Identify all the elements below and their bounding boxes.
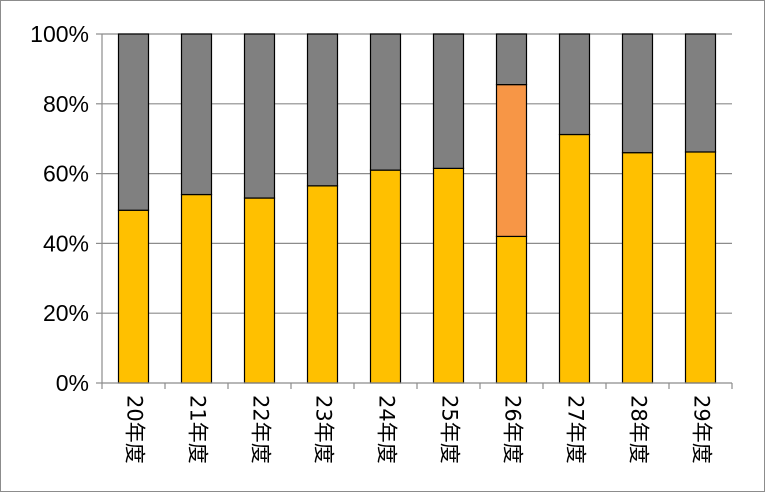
x-tick-label: 22年度 xyxy=(249,395,273,464)
x-tick-label: 24年度 xyxy=(375,395,399,464)
bar-segment xyxy=(432,167,465,384)
bar-segment xyxy=(369,33,402,171)
bar-segment xyxy=(306,33,339,187)
bar-segment xyxy=(684,33,717,153)
y-tick-label: 0% xyxy=(56,370,89,396)
bar-segment xyxy=(243,197,276,384)
bar-segment xyxy=(495,84,528,238)
bar-segment xyxy=(117,33,150,211)
bar-segment xyxy=(495,235,528,384)
x-tick-label: 29年度 xyxy=(690,395,714,464)
bar-segment xyxy=(558,133,591,384)
bar-segment xyxy=(558,33,591,136)
bar-segment xyxy=(432,33,465,169)
y-tick-label: 80% xyxy=(43,91,89,117)
bar-segment xyxy=(621,33,654,154)
x-tick-label: 23年度 xyxy=(312,395,336,464)
axes xyxy=(96,33,733,389)
x-tick-label: 27年度 xyxy=(564,395,588,464)
x-tick-label: 21年度 xyxy=(186,395,210,464)
bar-segment xyxy=(180,33,213,196)
x-tick-label: 25年度 xyxy=(438,395,462,464)
bar-segment xyxy=(495,33,528,86)
bar-segment xyxy=(621,152,654,384)
bar-segment xyxy=(243,33,276,199)
bar-segment xyxy=(684,151,717,384)
x-tick-labels: 20年度 21年度 22年度 23年度 24年度 25年度 26年度 27年度 28年度 29年度 xyxy=(123,395,714,464)
bar-segment xyxy=(117,209,150,384)
y-tick-label: 20% xyxy=(43,300,89,326)
bars xyxy=(117,33,717,384)
y-tick-label: 100% xyxy=(30,21,89,47)
y-tick-label: 60% xyxy=(43,161,89,187)
x-tick-label: 28年度 xyxy=(627,395,651,464)
bar-segment xyxy=(306,185,339,384)
bar-segment xyxy=(369,169,402,384)
y-tick-label: 40% xyxy=(43,230,89,256)
y-tick-labels: 0% 20% 40% 60% 80% 100% xyxy=(30,21,89,396)
x-tick-label: 20年度 xyxy=(123,395,147,464)
x-tick-label: 26年度 xyxy=(501,395,525,464)
bar-segment xyxy=(180,193,213,384)
